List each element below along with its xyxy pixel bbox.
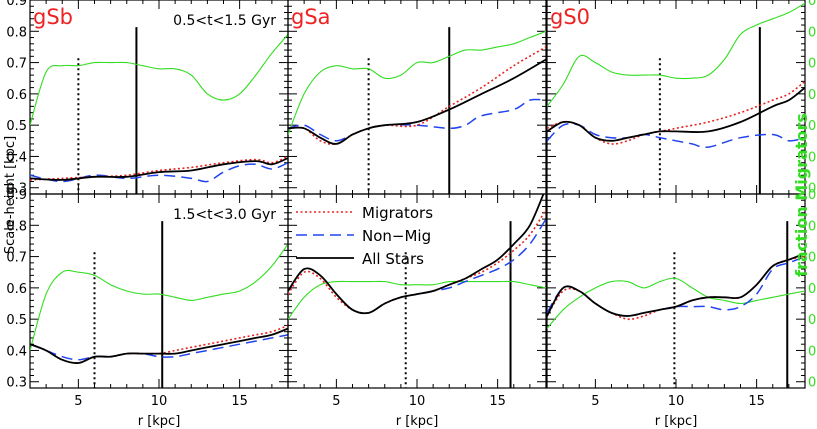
legend-label-all-stars: All Stars	[362, 250, 424, 268]
y-tick-label: 0.8	[6, 219, 27, 234]
x-tick-label: 10	[668, 394, 685, 409]
galaxy-label-gsa: gSa	[291, 5, 331, 29]
legend: Migrators Non−Mig All Stars	[296, 204, 433, 268]
series-line-all-stars	[288, 194, 545, 315]
legend-label-non-mig: Non−Mig	[362, 227, 431, 245]
x-tick-label: 10	[151, 394, 168, 409]
y-tick-label: 0.5	[6, 313, 27, 328]
series-group	[547, 2, 805, 149]
y-tick-label: 0.6	[6, 88, 27, 103]
series-line-migrators	[30, 324, 288, 364]
galaxy-label-gsb: gSb	[33, 5, 73, 29]
series-line-non-mig	[288, 98, 546, 142]
y-right-tick-label: 0.6	[808, 88, 817, 103]
y-right-tick-label: 0.7	[808, 57, 817, 72]
series-line-migrators	[288, 46, 546, 146]
series-group	[288, 30, 546, 146]
panels-layer: 0.3 0.4 0.5 0.6 0.7 0.8 0.9 gSb 0.5<t<1.5 Gyr gSa…	[6, 0, 817, 429]
y-tick-label: 0.5	[6, 119, 27, 134]
series-group	[30, 34, 288, 183]
series-line-fraction-migrators	[288, 30, 546, 135]
y-tick-label: 0.3	[6, 182, 27, 197]
x-tick-label: 5	[74, 394, 82, 409]
x-tick-label: 15	[489, 394, 506, 409]
y-right-tick-label: 0.9	[808, 0, 817, 9]
series-line-migrators	[547, 255, 805, 321]
legend-label-migrators: Migrators	[362, 204, 433, 222]
y-right-tick-label: 0.8	[808, 25, 817, 40]
panel-1-2: 5 10 15 r [kpc] 0.3 0.4 0.5 0.6 0.7 0.8 0.9	[546, 188, 817, 429]
series-line-all-stars	[547, 252, 805, 317]
panel-frame	[546, 0, 806, 195]
series-line-all-stars	[30, 157, 288, 181]
x-tick-label: 15	[231, 394, 248, 409]
series-line-fraction-migrators	[547, 2, 805, 107]
panel-1-0: 5 10 15 r [kpc] 0.3 0.4 0.5 0.6 0.7 0.8 0.9 1.5<t<3…	[6, 188, 289, 429]
panel-frame	[546, 193, 806, 389]
x-tick-label: 10	[409, 394, 426, 409]
x-axis-title: r [kpc]	[138, 414, 181, 429]
right-axis-title: fraction Migrators	[792, 113, 811, 277]
time-label: 1.5<t<3.0 Gyr	[173, 207, 276, 223]
y-right-tick-label: 0.3	[808, 376, 817, 391]
y-right-tick-label: 0.5	[808, 313, 817, 328]
y-tick-label: 0.8	[6, 25, 27, 40]
series-line-fraction-migrators	[30, 243, 288, 351]
y-right-tick-label: 0.8	[808, 219, 817, 234]
y-right-tick-label: 0.3	[808, 182, 817, 197]
y-right-tick-label: 0.4	[808, 150, 817, 165]
series-line-fraction-migrators	[30, 34, 288, 126]
axis-text-layer: Scale-height [kpc] fraction Migrators	[3, 113, 811, 277]
x-axis-title: r [kpc]	[396, 414, 439, 429]
y-right-tick-label: 0.9	[808, 188, 817, 203]
y-tick-label: 0.4	[6, 344, 27, 359]
y-tick-label: 0.9	[6, 188, 27, 203]
y-tick-label: 0.7	[6, 251, 27, 266]
panel-frame	[287, 193, 547, 389]
series-group	[30, 243, 288, 364]
series-line-all-stars	[30, 327, 288, 364]
galaxy-label-gs0: gS0	[550, 5, 590, 29]
x-tick-label: 5	[332, 394, 340, 409]
y-right-tick-label: 0.4	[808, 344, 817, 359]
panel-frame	[287, 0, 547, 195]
y-right-tick-label: 0.5	[808, 119, 817, 134]
x-tick-label: 5	[591, 394, 599, 409]
series-group	[288, 194, 546, 320]
series-line-non-mig	[547, 122, 805, 149]
y-tick-label: 0.3	[6, 376, 27, 391]
y-tick-label: 0.9	[6, 0, 27, 9]
panel-0-1: gSa	[287, 0, 547, 195]
y-tick-label: 0.7	[6, 57, 27, 72]
x-tick-label: 15	[748, 394, 765, 409]
y-right-tick-label: 0.7	[808, 251, 817, 266]
panel-1-1: 5 10 15 r [kpc]	[287, 193, 547, 429]
y-axis-title: Scale-height [kpc]	[3, 136, 18, 254]
series-line-all-stars	[547, 86, 805, 142]
series-group	[547, 252, 805, 329]
y-tick-label: 0.4	[6, 150, 27, 165]
series-line-non-mig	[30, 162, 288, 183]
series-line-migrators	[288, 209, 546, 315]
y-right-tick-label: 0.6	[808, 282, 817, 297]
series-line-migrators	[547, 80, 805, 145]
series-line-fraction-migrators	[547, 277, 805, 329]
y-tick-label: 0.6	[6, 282, 27, 297]
series-line-all-stars	[288, 58, 546, 145]
panel-0-0: 0.3 0.4 0.5 0.6 0.7 0.8 0.9 gSb 0.5<t<1.5 Gyr	[6, 0, 289, 197]
series-line-fraction-migrators	[288, 280, 546, 320]
time-label: 0.5<t<1.5 Gyr	[173, 13, 276, 29]
panel-0-2: 0.3 0.4 0.5 0.6 0.7 0.8 0.9 gS0	[546, 0, 817, 197]
x-axis-title: r [kpc]	[655, 414, 698, 429]
series-line-migrators	[30, 155, 288, 181]
